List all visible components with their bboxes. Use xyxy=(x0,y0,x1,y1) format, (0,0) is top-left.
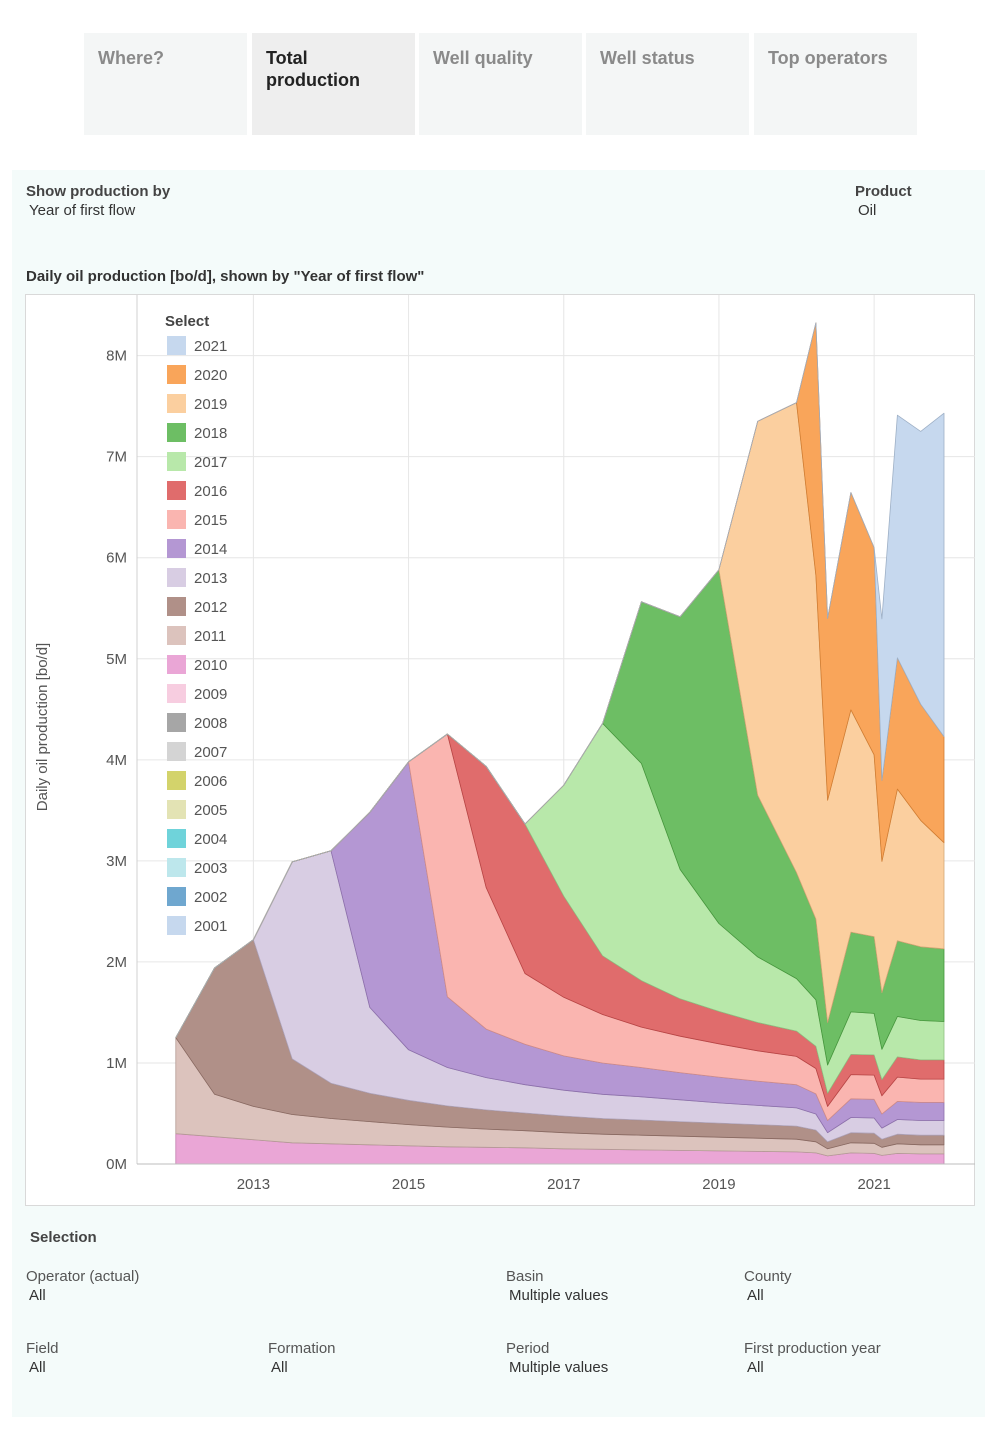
tab-well-quality[interactable]: Well quality xyxy=(419,33,582,135)
legend-label-2006[interactable]: 2006 xyxy=(194,773,227,790)
first-year-label: First production year xyxy=(744,1340,881,1357)
y-tick-label: 3M xyxy=(106,853,127,870)
legend-label-2001[interactable]: 2001 xyxy=(194,918,227,935)
field-label: Field xyxy=(26,1340,59,1357)
legend-label-2020[interactable]: 2020 xyxy=(194,367,227,384)
x-tick-label: 2021 xyxy=(857,1176,890,1193)
operator-filter[interactable]: All xyxy=(29,1287,46,1304)
product-dropdown[interactable]: Oil xyxy=(858,202,877,219)
legend-swatch-2018[interactable] xyxy=(167,423,186,442)
chart-container: 0M 1M 2M 3M 4M 5M 6M 7M 8M 2013 2015 2017 2019 2021 D… xyxy=(25,294,975,1206)
period-label: Period xyxy=(506,1340,550,1357)
basin-label: Basin xyxy=(506,1268,544,1285)
y-tick-label: 0M xyxy=(106,1156,127,1173)
legend-label-2017[interactable]: 2017 xyxy=(194,454,227,471)
tab-total-production[interactable]: Total production xyxy=(252,33,415,135)
legend-swatch-2009[interactable] xyxy=(167,684,186,703)
legend-swatch-2019[interactable] xyxy=(167,394,186,413)
legend-label-2002[interactable]: 2002 xyxy=(194,889,227,906)
legend-label-2005[interactable]: 2005 xyxy=(194,802,227,819)
chart-title: Daily oil production [bo/d], shown by "Y… xyxy=(26,268,425,285)
show-by-dropdown[interactable]: Year of first flow xyxy=(29,202,136,219)
legend-swatch-2005[interactable] xyxy=(167,800,186,819)
legend-label-2021[interactable]: 2021 xyxy=(194,338,227,355)
tab-where[interactable]: Where? xyxy=(84,33,247,135)
formation-filter[interactable]: All xyxy=(271,1359,288,1376)
formation-label: Formation xyxy=(268,1340,336,1357)
legend-swatch-2004[interactable] xyxy=(167,829,186,848)
legend-swatch-2003[interactable] xyxy=(167,858,186,877)
production-chart[interactable]: 0M 1M 2M 3M 4M 5M 6M 7M 8M 2013 2015 2017 2019 2021 D… xyxy=(26,295,976,1207)
legend-label-2004[interactable]: 2004 xyxy=(194,831,227,848)
legend-title: Select xyxy=(165,313,209,330)
x-tick-label: 2013 xyxy=(237,1176,270,1193)
legend-label-2015[interactable]: 2015 xyxy=(194,512,227,529)
x-tick-label: 2017 xyxy=(547,1176,580,1193)
legend-swatch-2012[interactable] xyxy=(167,597,186,616)
legend-label-2018[interactable]: 2018 xyxy=(194,425,227,442)
legend-swatch-2002[interactable] xyxy=(167,887,186,906)
tab-bar: Where? Total production Well quality Wel… xyxy=(84,33,918,135)
legend-swatch-2016[interactable] xyxy=(167,481,186,500)
legend-swatch-2010[interactable] xyxy=(167,655,186,674)
legend-label-2013[interactable]: 2013 xyxy=(194,570,227,587)
legend-label-2009[interactable]: 2009 xyxy=(194,686,227,703)
period-filter[interactable]: Multiple values xyxy=(509,1359,609,1376)
legend-swatch-2008[interactable] xyxy=(167,713,186,732)
legend-swatch-2014[interactable] xyxy=(167,539,186,558)
axes: 0M 1M 2M 3M 4M 5M 6M 7M 8M 2013 2015 2017 2019 2021 xyxy=(106,295,975,1193)
x-tick-label: 2019 xyxy=(702,1176,735,1193)
legend-label-2007[interactable]: 2007 xyxy=(194,744,227,761)
legend-swatch-2011[interactable] xyxy=(167,626,186,645)
legend-label-2016[interactable]: 2016 xyxy=(194,483,227,500)
legend-swatch-2021[interactable] xyxy=(167,336,186,355)
y-tick-label: 5M xyxy=(106,651,127,668)
legend-swatch-2007[interactable] xyxy=(167,742,186,761)
legend-swatch-2006[interactable] xyxy=(167,771,186,790)
x-tick-label: 2015 xyxy=(392,1176,425,1193)
legend-swatch-2013[interactable] xyxy=(167,568,186,587)
legend-swatch-2020[interactable] xyxy=(167,365,186,384)
legend-label-2011[interactable]: 2011 xyxy=(194,628,226,645)
selection-title: Selection xyxy=(30,1229,97,1246)
county-filter[interactable]: All xyxy=(747,1287,764,1304)
legend-swatch-2001[interactable] xyxy=(167,916,186,935)
legend-label-2003[interactable]: 2003 xyxy=(194,860,227,877)
area-series[interactable] xyxy=(175,322,945,1165)
legend-label-2014[interactable]: 2014 xyxy=(194,541,227,558)
show-by-title: Show production by xyxy=(26,183,171,200)
y-tick-label: 6M xyxy=(106,550,127,567)
tab-top-operators[interactable]: Top operators xyxy=(754,33,917,135)
first-year-filter[interactable]: All xyxy=(747,1359,764,1376)
tab-well-status[interactable]: Well status xyxy=(586,33,749,135)
y-tick-label: 1M xyxy=(106,1055,127,1072)
area-series-2021[interactable] xyxy=(175,322,945,1039)
legend-label-2012[interactable]: 2012 xyxy=(194,599,227,616)
field-filter[interactable]: All xyxy=(29,1359,46,1376)
y-tick-label: 2M xyxy=(106,954,127,971)
y-tick-label: 4M xyxy=(106,752,127,769)
legend-swatch-2015[interactable] xyxy=(167,510,186,529)
y-tick-label: 7M xyxy=(106,449,127,466)
legend[interactable]: Select 2021 2020 2019 2018 2017 2016 2015 2014 2… xyxy=(165,313,227,935)
product-title: Product xyxy=(855,183,912,200)
legend-label-2008[interactable]: 2008 xyxy=(194,715,227,732)
basin-filter[interactable]: Multiple values xyxy=(509,1287,609,1304)
legend-label-2010[interactable]: 2010 xyxy=(194,657,227,674)
legend-swatch-2017[interactable] xyxy=(167,452,186,471)
y-tick-label: 8M xyxy=(106,348,127,365)
county-label: County xyxy=(744,1268,792,1285)
legend-label-2019[interactable]: 2019 xyxy=(194,396,227,413)
operator-label: Operator (actual) xyxy=(26,1268,140,1285)
y-axis-label: Daily oil production [bo/d] xyxy=(34,643,51,811)
